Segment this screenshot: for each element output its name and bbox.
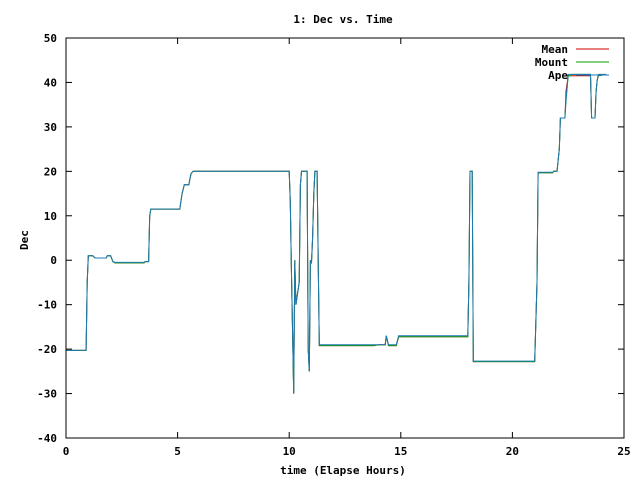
y-tick-label: -10 [37, 299, 57, 312]
x-tick-label: 5 [174, 445, 181, 458]
legend-label-ape: Ape [548, 69, 568, 82]
x-tick-label: 10 [283, 445, 296, 458]
y-tick-label: -30 [37, 388, 57, 401]
y-tick-label: 40 [44, 76, 57, 89]
axis-ticks: 0 5 10 15 20 25 -40 -30 -20 -10 0 10 20 30 40 50 [37, 32, 631, 458]
y-tick-label: 30 [44, 121, 57, 134]
y-tick-label: -40 [37, 432, 57, 445]
chart-title: 1: Dec vs. Time [293, 13, 393, 26]
x-tick-label: 0 [63, 445, 70, 458]
y-tick-label: -20 [37, 343, 57, 356]
y-tick-label: 10 [44, 210, 57, 223]
legend-label-mean: Mean [542, 43, 569, 56]
y-tick-label: 20 [44, 165, 57, 178]
y-tick-label: 50 [44, 32, 57, 45]
legend-label-mount: Mount [535, 56, 568, 69]
series-line-ape [66, 73, 607, 394]
plot-frame [65, 37, 625, 439]
x-axis-label: time (Elapse Hours) [280, 464, 406, 477]
x-tick-label: 15 [394, 445, 407, 458]
x-tick-label: 20 [506, 445, 519, 458]
x-tick-label: 25 [617, 445, 630, 458]
series-layer [66, 73, 607, 394]
y-tick-label: 0 [50, 254, 57, 267]
series-line-mount [66, 73, 607, 394]
y-axis-label: Dec [18, 230, 31, 250]
